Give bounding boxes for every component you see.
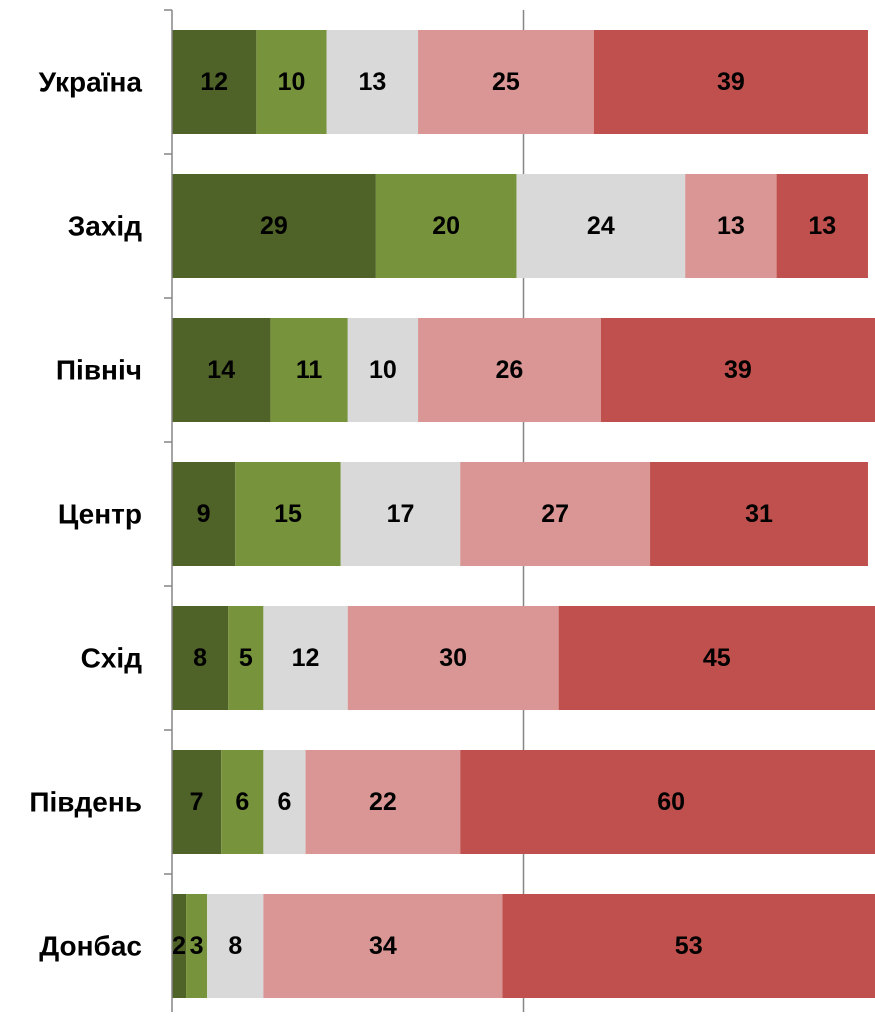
category-label: Південь — [29, 787, 142, 818]
bar-segment — [186, 894, 208, 998]
data-label: 13 — [808, 212, 836, 240]
bar-segment — [650, 462, 868, 566]
category-label: Схід — [81, 643, 143, 674]
bar-segment — [460, 462, 651, 566]
bar-segment — [502, 894, 875, 998]
category-axis: Україна Захід Північ Центр Схід Південь Донбас — [29, 9, 173, 1012]
data-label: 13 — [717, 212, 745, 240]
data-label: 24 — [587, 212, 615, 240]
data-label: 39 — [717, 68, 745, 96]
bar-segment — [270, 318, 348, 422]
bar-segment — [256, 30, 327, 134]
data-label: 17 — [387, 500, 415, 528]
bar-segment — [235, 462, 341, 566]
bar-segment — [418, 318, 601, 422]
data-label: 2 — [172, 932, 186, 960]
data-label: 12 — [200, 68, 228, 96]
category-label: Україна — [39, 67, 143, 98]
bar-segment — [326, 30, 419, 134]
data-label: 26 — [496, 356, 524, 384]
data-label: 13 — [358, 68, 386, 96]
data-label: 45 — [703, 644, 731, 672]
data-label: 8 — [228, 932, 242, 960]
bar-segment — [347, 606, 559, 710]
bar-segment — [776, 174, 868, 278]
data-label: 34 — [369, 932, 397, 960]
data-label: 9 — [197, 500, 211, 528]
bar-segment — [685, 174, 777, 278]
bar-segment — [340, 462, 461, 566]
data-label: 20 — [432, 212, 460, 240]
bar-segment — [460, 750, 875, 854]
bar-segment — [593, 30, 868, 134]
data-label: 31 — [745, 500, 773, 528]
data-label: 39 — [724, 356, 752, 384]
data-label: 11 — [296, 356, 323, 384]
bar-segment — [172, 750, 222, 854]
category-label: Захід — [68, 211, 142, 242]
bar-segment — [172, 174, 376, 278]
bar-segment — [305, 750, 461, 854]
bar-segment — [221, 750, 264, 854]
bar-segment — [172, 462, 236, 566]
category-label: Північ — [56, 355, 142, 386]
data-label: 60 — [657, 788, 685, 816]
data-label: 7 — [190, 788, 204, 816]
bar-segment — [172, 894, 187, 998]
bars — [172, 30, 875, 998]
bar-segment — [228, 606, 264, 710]
bar-segment — [263, 606, 348, 710]
data-label: 14 — [207, 356, 235, 384]
bar-segment — [263, 894, 503, 998]
data-label: 10 — [369, 356, 397, 384]
data-label: 29 — [260, 212, 288, 240]
data-label: 6 — [278, 788, 292, 816]
bar-segment — [172, 30, 257, 134]
category-label: Донбас — [39, 931, 142, 962]
bar-segment — [516, 174, 686, 278]
bar-segment — [263, 750, 306, 854]
data-label: 25 — [492, 68, 520, 96]
data-label: 10 — [278, 68, 306, 96]
category-label: Центр — [58, 499, 142, 530]
data-label: 15 — [274, 500, 302, 528]
bar-segment — [347, 318, 419, 422]
data-label: 30 — [439, 644, 467, 672]
bar-segment — [375, 174, 517, 278]
data-label: 27 — [541, 500, 569, 528]
data-label: 8 — [193, 644, 207, 672]
data-label: 53 — [675, 932, 703, 960]
bar-segment — [207, 894, 264, 998]
bar-segment — [558, 606, 875, 710]
bar-segment — [172, 318, 271, 422]
data-label: 5 — [239, 644, 253, 672]
data-label: 3 — [190, 932, 204, 960]
data-label: 12 — [292, 644, 320, 672]
bar-segment — [418, 30, 594, 134]
bar-segment — [600, 318, 875, 422]
data-label: 22 — [369, 788, 397, 816]
data-label: 6 — [235, 788, 249, 816]
bar-segment — [172, 606, 229, 710]
